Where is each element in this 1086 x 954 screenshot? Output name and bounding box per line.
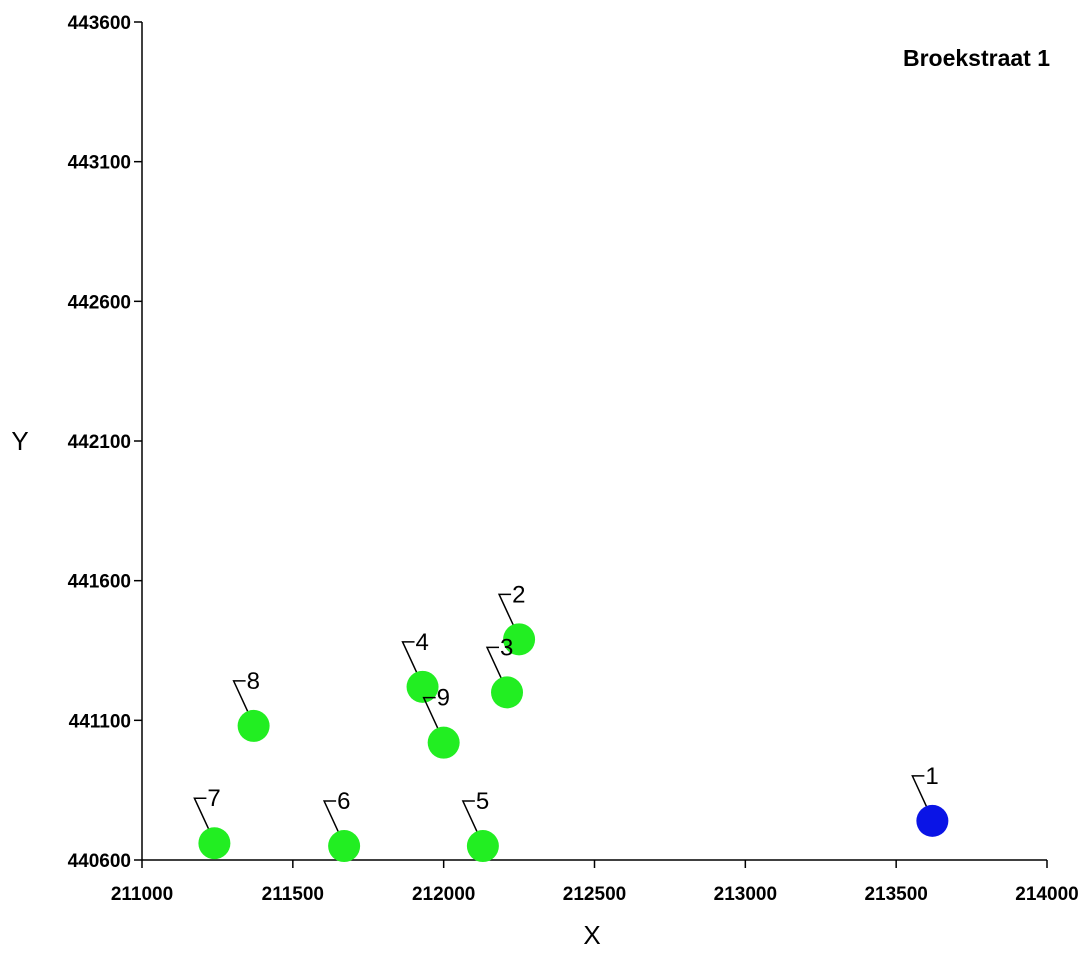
y-tick-label: 441100 bbox=[69, 711, 131, 732]
x-tick-label: 214000 bbox=[1015, 884, 1078, 905]
point-label: 6 bbox=[337, 788, 350, 815]
point-label: 4 bbox=[416, 629, 429, 656]
point-marker bbox=[491, 676, 524, 709]
point-leader-line bbox=[485, 646, 506, 687]
point-leader-line bbox=[497, 593, 518, 634]
data-point-2: 2 bbox=[497, 581, 536, 656]
data-point-5: 5 bbox=[461, 788, 499, 863]
point-label: 5 bbox=[476, 788, 489, 815]
x-tick-label: 213500 bbox=[864, 884, 927, 905]
point-marker bbox=[503, 623, 536, 656]
point-label: 8 bbox=[247, 668, 260, 695]
chart-title: Broekstraat 1 bbox=[903, 45, 1050, 71]
data-point-6: 6 bbox=[322, 788, 361, 863]
point-label: 3 bbox=[500, 634, 513, 661]
point-marker bbox=[237, 709, 270, 742]
point-marker bbox=[198, 827, 231, 860]
data-point-1: 1 bbox=[911, 763, 949, 837]
point-leader-line bbox=[232, 680, 253, 721]
y-tick-label: 441600 bbox=[68, 572, 131, 593]
data-point-9: 9 bbox=[422, 685, 460, 759]
x-tick-label: 211000 bbox=[111, 884, 173, 905]
point-label: 2 bbox=[512, 581, 525, 608]
x-tick-label: 212000 bbox=[412, 884, 475, 905]
point-marker bbox=[916, 804, 949, 837]
y-tick-label: 440600 bbox=[68, 851, 131, 872]
data-point-8: 8 bbox=[232, 668, 270, 742]
point-leader-line bbox=[461, 800, 482, 841]
y-axis-label: Y bbox=[11, 426, 28, 456]
y-tick-label: 442600 bbox=[68, 292, 131, 313]
point-leader-line bbox=[911, 775, 932, 816]
y-tick-label: 442100 bbox=[68, 432, 131, 453]
data-points: 1 2 3 4 5 6 7 8 9 bbox=[193, 581, 949, 863]
point-leader-line bbox=[422, 696, 443, 737]
point-marker bbox=[466, 830, 499, 863]
point-marker bbox=[328, 830, 361, 863]
axes: 440600 441100 441600 442100 442600 443100 4436… bbox=[68, 13, 1079, 905]
x-tick-label: 211500 bbox=[262, 884, 324, 905]
x-axis-label: X bbox=[583, 920, 600, 949]
data-point-7: 7 bbox=[193, 785, 231, 860]
x-tick-label: 213000 bbox=[714, 884, 777, 905]
point-leader-line bbox=[322, 800, 343, 841]
data-point-4: 4 bbox=[401, 629, 439, 703]
point-label: 1 bbox=[925, 763, 938, 790]
point-marker bbox=[427, 726, 460, 759]
x-tick-label: 212500 bbox=[563, 884, 626, 905]
point-label: 9 bbox=[437, 685, 450, 712]
point-leader-line bbox=[193, 797, 214, 838]
y-tick-label: 443600 bbox=[68, 13, 131, 34]
data-point-3: 3 bbox=[485, 634, 524, 709]
y-tick-label: 443100 bbox=[68, 153, 131, 174]
point-leader-line bbox=[401, 641, 422, 682]
point-marker bbox=[406, 670, 439, 703]
point-label: 7 bbox=[207, 785, 220, 812]
